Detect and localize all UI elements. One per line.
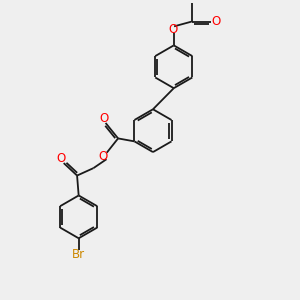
- Text: O: O: [211, 15, 220, 28]
- Text: Br: Br: [72, 248, 85, 261]
- Text: O: O: [98, 150, 108, 163]
- Text: O: O: [57, 152, 66, 165]
- Text: O: O: [99, 112, 108, 125]
- Text: O: O: [169, 22, 178, 35]
